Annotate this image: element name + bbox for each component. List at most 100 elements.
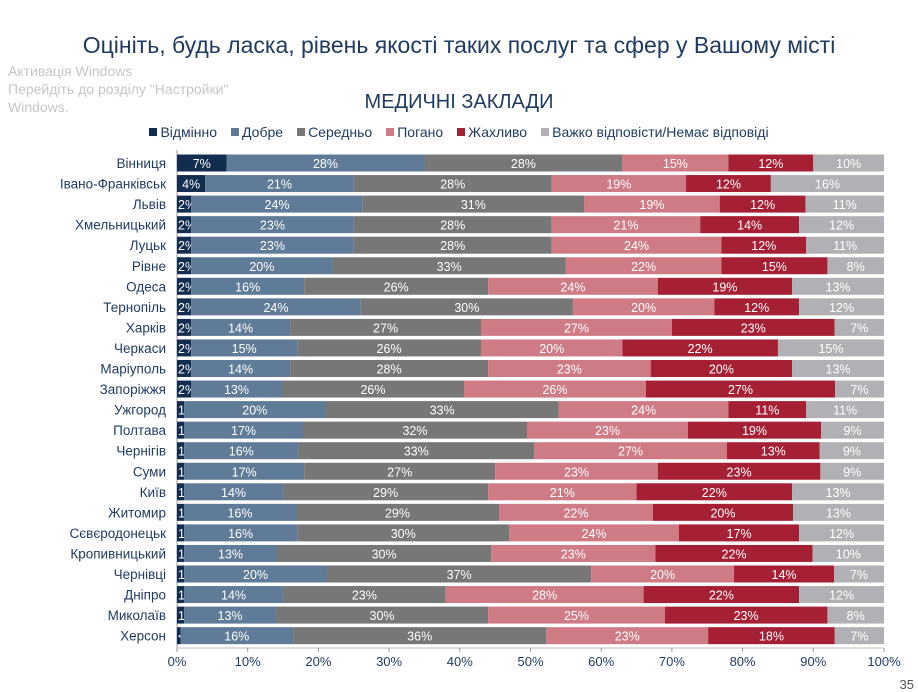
- legend-label: Жахливо: [468, 124, 528, 140]
- watermark-line: Windows.: [8, 99, 69, 115]
- data-label: 26%: [360, 383, 385, 397]
- bar-segment: [827, 257, 884, 275]
- legend-item: Відмінно: [149, 124, 217, 140]
- data-label: 22%: [722, 547, 747, 561]
- bar-segment: [572, 298, 715, 316]
- bar-segment: [657, 277, 793, 295]
- category-label: Хмельницький: [75, 218, 166, 233]
- data-label: 22%: [702, 486, 727, 500]
- bar-segment: [177, 216, 192, 234]
- data-label: 28%: [377, 363, 402, 377]
- data-label: 13%: [218, 547, 243, 561]
- bar-segment: [464, 380, 646, 398]
- category-label: Ужгород: [114, 403, 166, 418]
- category-label: Івано-Франківськ: [60, 177, 166, 192]
- bar-segment: [664, 606, 828, 624]
- bar-segment: [643, 586, 800, 604]
- bar-segment: [678, 524, 800, 542]
- bar-segment: [491, 544, 656, 562]
- legend-item: Добре: [231, 124, 283, 140]
- category-label: Вінниця: [117, 156, 167, 171]
- bar-segment: [184, 442, 299, 460]
- bar-segment: [177, 277, 192, 295]
- bar-segment: [714, 298, 800, 316]
- legend-item: Середньо: [297, 124, 372, 140]
- data-label: 23%: [615, 630, 640, 644]
- data-label: 33%: [404, 445, 429, 459]
- category-label: Одеса: [126, 279, 166, 294]
- legend-item: Важко відповісти/Немає відповіді: [541, 124, 769, 140]
- bar-segment: [827, 606, 884, 624]
- category-label: Полтава: [113, 423, 166, 438]
- data-label: 19%: [606, 178, 631, 192]
- bar-segment: [177, 503, 184, 521]
- bar-segment: [276, 544, 492, 562]
- data-label: 12%: [829, 301, 854, 315]
- bar-segment: [799, 298, 884, 316]
- data-label: 17%: [727, 527, 752, 541]
- data-label: 16%: [229, 445, 254, 459]
- bar-segment: [353, 236, 552, 254]
- bar-segment: [191, 339, 298, 357]
- windows-activation-watermark: Активація Windows Перейдіть до розділу "…: [8, 62, 228, 116]
- data-label: 15%: [232, 342, 257, 356]
- bar-segment: [812, 544, 884, 562]
- legend-swatch: [231, 128, 240, 136]
- x-tick-label: 40%: [447, 654, 473, 669]
- data-label: 22%: [631, 260, 656, 274]
- data-label: 9%: [843, 445, 861, 459]
- data-label: 28%: [440, 178, 465, 192]
- data-label: 12%: [829, 219, 854, 233]
- data-label: 20%: [243, 568, 268, 582]
- category-label: Сєвєродонецьк: [70, 526, 167, 541]
- data-label: 14%: [221, 486, 246, 500]
- bar-segment: [792, 360, 884, 377]
- data-label: 36%: [407, 630, 432, 644]
- data-label: 14%: [228, 321, 253, 335]
- bar-segment: [332, 257, 566, 275]
- data-label: 15%: [762, 260, 787, 274]
- bar-segment: [177, 586, 185, 604]
- bar-segment: [304, 462, 496, 480]
- data-label: 21%: [267, 178, 292, 192]
- bar-segment: [184, 586, 284, 604]
- data-label: 10%: [836, 547, 861, 561]
- data-label: 27%: [618, 445, 643, 459]
- category-label: Чернігів: [116, 444, 166, 459]
- data-label: 23%: [557, 363, 582, 377]
- bar-segment: [177, 175, 206, 193]
- data-label: 37%: [447, 568, 472, 582]
- bar-segment: [293, 627, 547, 645]
- data-label: 17%: [231, 424, 256, 438]
- bar-segment: [488, 606, 665, 624]
- data-label: 28%: [511, 157, 536, 171]
- data-label: 12%: [829, 527, 854, 541]
- bar-segment: [819, 442, 884, 460]
- category-label: Миколаїв: [108, 608, 166, 623]
- data-label: 33%: [430, 404, 455, 418]
- bar-segment: [191, 360, 291, 377]
- data-label: 14%: [221, 589, 246, 603]
- data-label: 13%: [826, 280, 851, 294]
- x-tick-label: 0%: [168, 654, 187, 669]
- bar-segment: [650, 360, 793, 377]
- data-label: 23%: [595, 424, 620, 438]
- x-tick-label: 80%: [730, 654, 756, 669]
- bar-segment: [191, 195, 363, 213]
- data-label: 7%: [193, 157, 211, 171]
- data-label: 30%: [372, 547, 397, 561]
- bar-segment: [799, 216, 884, 234]
- bar-segment: [297, 524, 510, 542]
- bar-segment: [653, 503, 793, 521]
- category-label: Львів: [133, 197, 166, 212]
- data-label: 12%: [829, 589, 854, 603]
- data-label: 12%: [751, 239, 776, 253]
- category-label: Київ: [140, 485, 166, 500]
- data-label: 16%: [224, 630, 249, 644]
- data-label: 8%: [847, 260, 865, 274]
- data-label: 13%: [826, 506, 851, 520]
- data-label: 15%: [818, 342, 843, 356]
- bar-segment: [297, 339, 482, 357]
- bar-segment: [835, 380, 884, 398]
- bar-segment: [184, 483, 284, 501]
